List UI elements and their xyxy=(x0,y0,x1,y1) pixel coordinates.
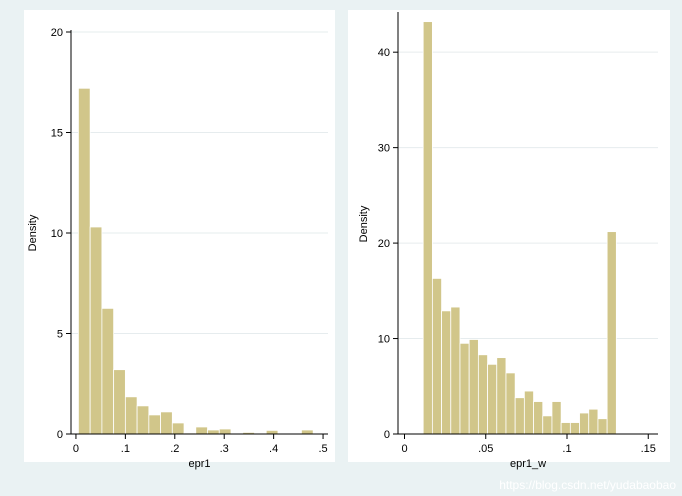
x-tick-label: .1 xyxy=(121,443,130,455)
histogram-bar xyxy=(101,307,115,435)
histogram-bar xyxy=(560,422,571,435)
histogram-bar xyxy=(89,226,103,435)
histogram-bar xyxy=(218,428,232,435)
x-tick-label: .3 xyxy=(220,443,229,455)
histogram-bar xyxy=(505,372,516,435)
y-tick-label: 20 xyxy=(378,238,390,250)
histogram-bar xyxy=(195,426,208,435)
histogram-bar xyxy=(551,401,562,435)
histogram-bar xyxy=(569,422,580,435)
y-tick-label: 15 xyxy=(51,128,63,140)
x-tick-label: .2 xyxy=(170,443,179,455)
histogram-bar xyxy=(441,310,452,435)
histogram-bar xyxy=(542,415,553,435)
x-tick-label: 0 xyxy=(401,443,407,455)
histogram-bar xyxy=(477,354,488,435)
y-tick-label: 0 xyxy=(57,429,63,441)
y-tick-label: 0 xyxy=(384,429,390,441)
x-tick-label: .5 xyxy=(318,443,327,455)
x-axis-label: epr1_w xyxy=(510,458,546,470)
histogram-bar xyxy=(533,401,544,435)
histogram-bar xyxy=(160,411,173,435)
y-axis-label: Density xyxy=(358,205,370,242)
histogram-epr1: 0 5 10 15 20 0 .1 .2 .3 .4 .5 epr1 Density xyxy=(24,10,335,470)
histogram-bar xyxy=(148,414,161,435)
histogram-bar xyxy=(301,429,314,435)
histogram-bar xyxy=(431,278,442,435)
x-axis-label: epr1 xyxy=(188,458,210,470)
histogram-epr1-w: 0 10 20 30 40 0 .05 .1 .15 epr1_w Density xyxy=(348,10,670,470)
y-tick-label: 30 xyxy=(378,143,390,155)
histogram-bar xyxy=(422,21,433,435)
x-tick-label: 0 xyxy=(73,443,79,455)
histogram-bar xyxy=(171,422,185,435)
x-tick-label: .4 xyxy=(269,443,278,455)
histogram-bar xyxy=(579,412,590,435)
y-tick-label: 40 xyxy=(378,47,390,59)
histogram-bar xyxy=(207,429,220,435)
histogram-bar xyxy=(450,306,461,435)
x-tick-label: .1 xyxy=(562,443,571,455)
histogram-bar xyxy=(487,363,498,435)
histogram-bar xyxy=(597,418,608,435)
y-tick-label: 10 xyxy=(378,334,390,346)
histogram-bar xyxy=(606,231,617,435)
histogram-bar xyxy=(265,429,279,435)
histogram-bar xyxy=(136,405,150,435)
histogram-bar xyxy=(113,369,126,435)
y-tick-label: 5 xyxy=(57,329,63,341)
x-tick-label: .05 xyxy=(478,443,493,455)
y-tick-label: 10 xyxy=(51,228,63,240)
y-axis-label: Density xyxy=(27,214,39,251)
histogram-bar xyxy=(588,408,599,435)
histogram-bar xyxy=(523,390,534,435)
histogram-bar xyxy=(124,396,138,435)
histogram-bar xyxy=(496,357,507,435)
y-tick-label: 20 xyxy=(51,27,63,39)
watermark: https://blog.csdn.net/yudabaobao xyxy=(499,478,676,492)
histogram-bar xyxy=(78,87,91,435)
histogram-bar xyxy=(459,342,470,435)
x-tick-label: .15 xyxy=(641,443,656,455)
histogram-bar xyxy=(514,397,525,435)
panel-background xyxy=(24,10,335,462)
histogram-bar xyxy=(468,339,479,435)
